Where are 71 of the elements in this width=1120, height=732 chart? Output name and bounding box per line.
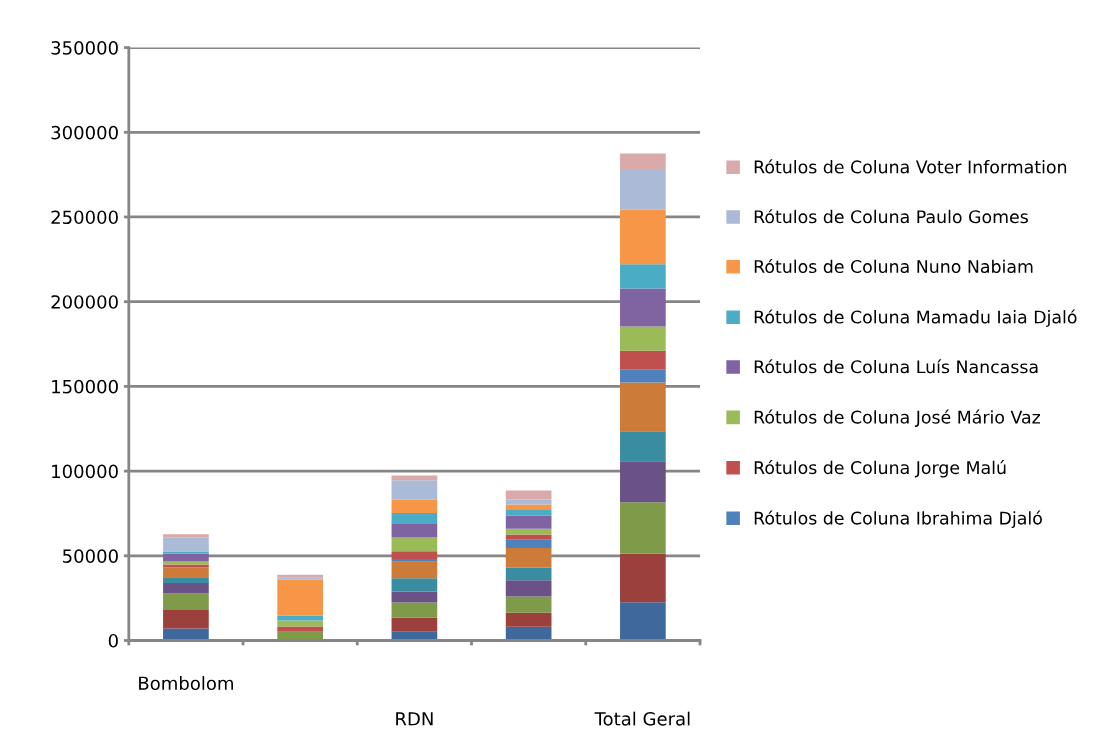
bar: [163, 534, 209, 538]
bar: [391, 513, 438, 525]
bar: [391, 561, 438, 579]
bar: [391, 524, 438, 538]
bar: [505, 509, 552, 516]
bar: [620, 264, 666, 289]
y-tick-label: 200000: [51, 295, 118, 309]
y-tick-label: 100000: [52, 464, 118, 479]
bar: [391, 591, 438, 603]
bar: [277, 620, 324, 627]
bar: [391, 578, 438, 592]
bar: [163, 551, 209, 554]
legend-label: Rótulos de Coluna Jorge Malú: [754, 460, 1006, 478]
bar: [277, 615, 324, 621]
y-tick-label: 50000: [63, 549, 118, 563]
legend-label: Rótulos de Coluna Nuno Nabiam: [754, 258, 1033, 274]
bar: [620, 602, 666, 641]
bar: [163, 567, 209, 578]
legend-label: Rótulos de Coluna Luís Nancassa: [754, 359, 1038, 374]
bar: [620, 209, 666, 265]
bar: [505, 499, 552, 505]
bar: [163, 628, 209, 641]
bar: [505, 612, 552, 627]
bar: [620, 553, 666, 603]
bar: [620, 502, 666, 554]
bar: [505, 515, 552, 529]
bar: [620, 461, 666, 503]
legend-label: Rótulos de Coluna José Mário Vaz: [754, 409, 1041, 427]
y-tick-label: 350000: [51, 41, 118, 55]
bar: [391, 559, 438, 562]
bar: [277, 579, 324, 616]
x-tick-label: Total Geral: [594, 711, 690, 726]
bar: [505, 548, 552, 568]
bar: [620, 382, 666, 432]
x-tick-label: Bombolom: [139, 676, 233, 691]
bar: [505, 539, 552, 548]
bar: [391, 480, 438, 500]
bar: [391, 617, 438, 632]
x-tick-label: RDN: [396, 712, 433, 726]
bar: [163, 553, 209, 562]
y-tick-label: 150000: [52, 379, 118, 394]
legend-label: Rótulos de Coluna Voter Information: [754, 159, 1067, 174]
legend-label: Rótulos de Coluna Paulo Gomes: [754, 209, 1028, 224]
bar: [505, 504, 552, 510]
bar: [391, 551, 438, 560]
bar: [620, 326, 666, 351]
bar: [391, 602, 438, 618]
bar: [163, 593, 209, 611]
bar: [163, 577, 209, 584]
bar: [391, 499, 438, 514]
bar: [505, 567, 552, 581]
bar: [505, 580, 552, 597]
y-tick-label: 0: [108, 633, 118, 648]
bar: [505, 534, 552, 540]
bar: [391, 537, 438, 552]
bar: [505, 596, 552, 613]
bar: [620, 169, 666, 210]
bar: [163, 537, 209, 552]
bar: [620, 350, 666, 370]
bar: [620, 431, 666, 462]
y-tick-label: 250000: [51, 210, 118, 225]
bar: [620, 288, 666, 327]
bar: [620, 153, 666, 170]
legend-label: Rótulos de Coluna Ibrahima Djaló: [754, 510, 1042, 529]
bar: [163, 583, 209, 594]
bar: [277, 626, 324, 632]
bar: [391, 475, 438, 481]
legend-label: Rótulos de Coluna Mamadu Iaia Djaló: [754, 309, 1077, 327]
bar: [620, 369, 666, 383]
bar: [163, 610, 209, 629]
y-tick-label: 300000: [51, 125, 118, 140]
